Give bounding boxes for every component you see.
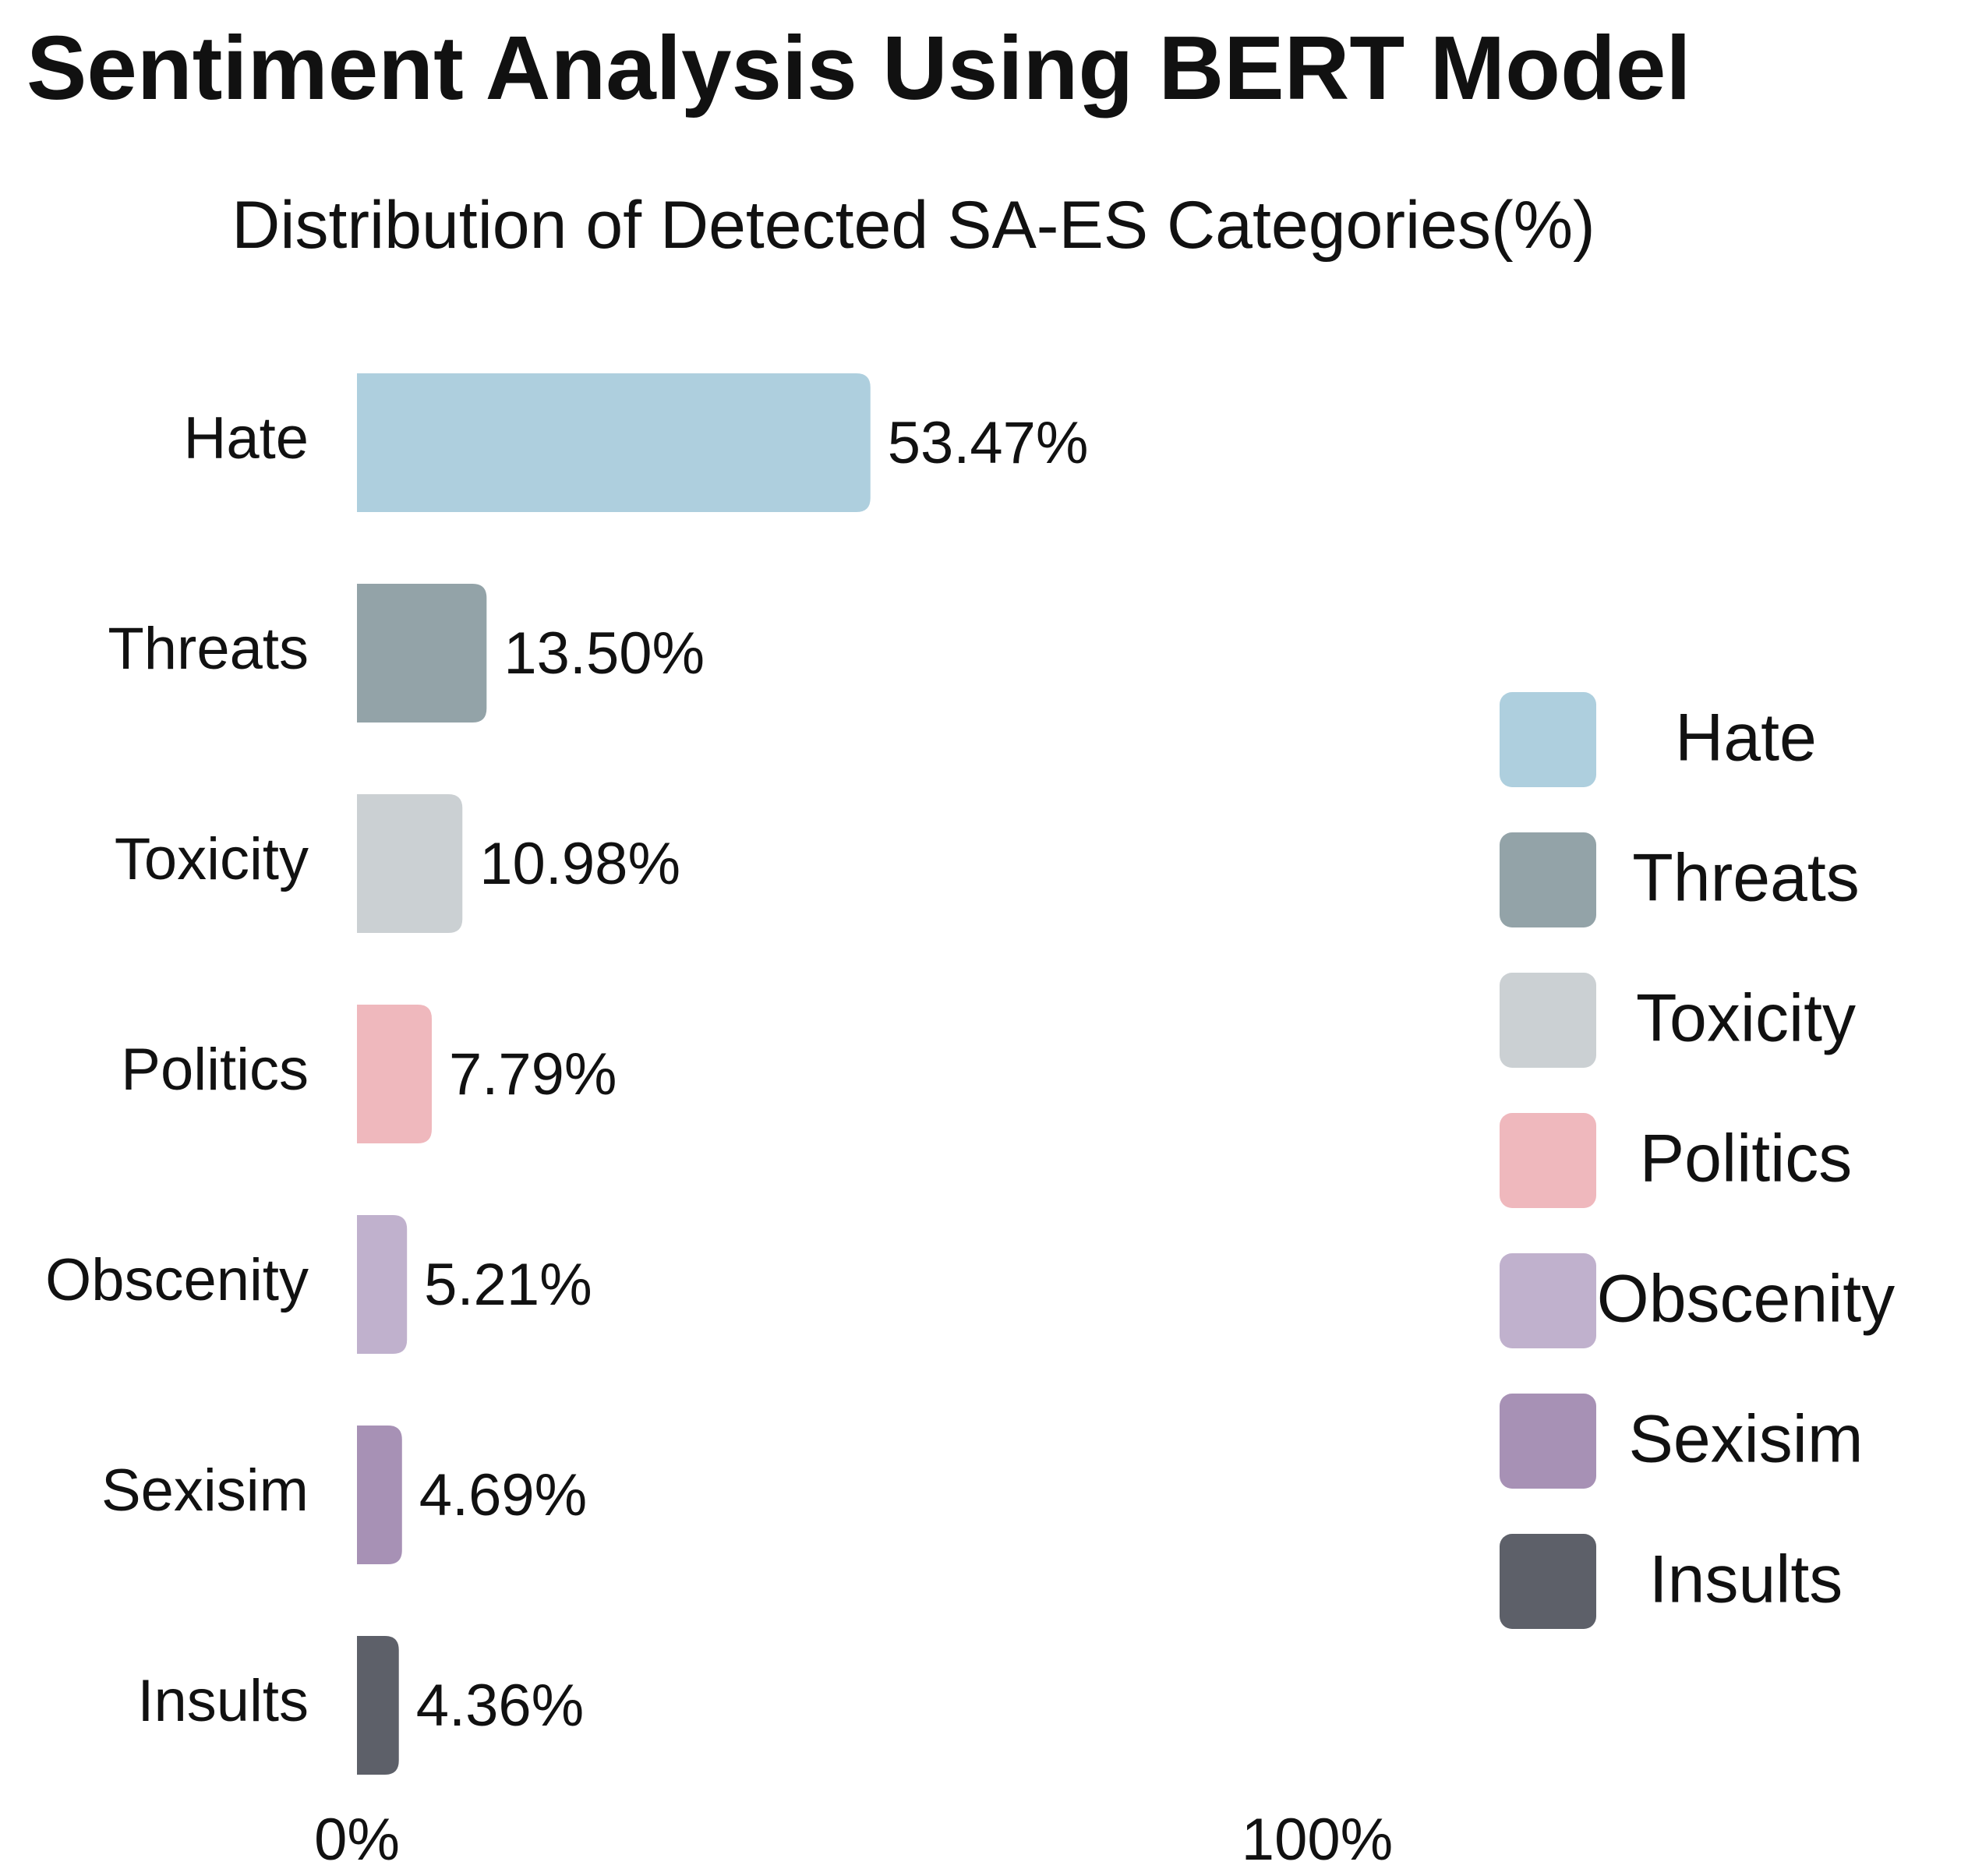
legend-swatch xyxy=(1500,973,1596,1068)
category-label: Hate xyxy=(183,405,309,472)
bar-politics xyxy=(357,1005,432,1143)
bar-obscenity xyxy=(357,1215,408,1354)
legend-label: Sexisim xyxy=(1628,1402,1863,1477)
x-tick-label: 100% xyxy=(1242,1807,1393,1873)
legend-label: Threats xyxy=(1632,841,1860,916)
main-title: Sentiment Analysis Using BERT Model xyxy=(26,17,1691,118)
legend: Hate Threats Toxicity Politics Obscenity Sexi… xyxy=(1500,692,1895,1629)
category-label: Politics xyxy=(121,1037,309,1103)
legend-label: Politics xyxy=(1640,1122,1852,1196)
bar-toxicity xyxy=(357,794,463,933)
category-label: Threats xyxy=(108,616,309,682)
value-label: 7.79% xyxy=(449,1041,617,1108)
x-axis: 0% 100% xyxy=(314,1807,1393,1873)
bar-threats xyxy=(357,584,487,722)
legend-swatch xyxy=(1500,832,1596,927)
category-label: Obscenity xyxy=(45,1247,309,1313)
chart-subtitle: Distribution of Detected SA-ES Categorie… xyxy=(231,188,1595,263)
value-label: 13.50% xyxy=(504,620,705,687)
legend-swatch xyxy=(1500,692,1596,787)
legend-label: Insults xyxy=(1649,1542,1843,1617)
bar-sexisim xyxy=(357,1426,402,1564)
legend-label: Toxicity xyxy=(1636,981,1856,1056)
category-label: Toxicity xyxy=(115,826,309,892)
bar-hate xyxy=(357,373,871,512)
value-label: 53.47% xyxy=(888,410,1089,476)
value-label: 10.98% xyxy=(479,831,680,897)
legend-swatch xyxy=(1500,1253,1596,1348)
legend-swatch xyxy=(1500,1113,1596,1208)
value-label: 4.69% xyxy=(419,1462,588,1528)
category-label: Insults xyxy=(137,1668,309,1734)
category-label: Sexisim xyxy=(101,1457,309,1524)
bars-layer: Hate 53.47% Threats 13.50% Toxicity 10.98% Pol… xyxy=(45,373,1089,1775)
value-label: 5.21% xyxy=(424,1252,592,1318)
value-label: 4.36% xyxy=(416,1673,585,1739)
bar-insults xyxy=(357,1636,399,1775)
legend-swatch xyxy=(1500,1534,1596,1629)
legend-swatch xyxy=(1500,1394,1596,1489)
legend-label: Obscenity xyxy=(1597,1262,1895,1337)
legend-label: Hate xyxy=(1675,701,1817,775)
x-tick-label: 0% xyxy=(314,1807,400,1873)
